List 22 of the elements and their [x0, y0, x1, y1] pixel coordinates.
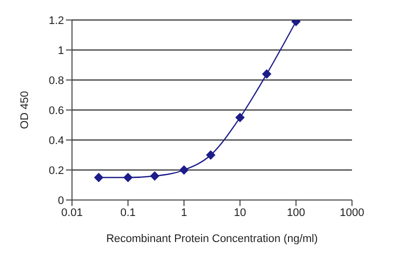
x-tick-label: 100	[286, 206, 306, 219]
x-axis-title: Recombinant Protein Concentration (ng/ml)	[106, 233, 318, 245]
point	[124, 173, 132, 182]
point	[150, 172, 160, 180]
x-tick-label: 10	[234, 206, 246, 219]
point	[236, 113, 244, 122]
point	[180, 166, 188, 174]
y-tick-label: 0.8	[48, 74, 64, 87]
point	[206, 150, 216, 160]
y-tick-label: 0.2	[48, 164, 64, 177]
x-tick-label: 0.1	[120, 206, 136, 219]
x-tick-label: 1000	[340, 206, 364, 219]
point	[94, 173, 104, 182]
y-axis-title: OD 450	[18, 91, 31, 129]
y-tick-label: 0	[58, 194, 64, 207]
x-tick-label: 0.01	[61, 206, 83, 219]
x-tick-label: 1	[180, 206, 188, 219]
y-tick-label: 0.4	[48, 134, 64, 147]
y-tick-label: 0.6	[48, 104, 64, 117]
y-tick-label: 1	[58, 44, 64, 57]
y-tick-label: 1.2	[48, 14, 64, 27]
point	[262, 70, 272, 78]
